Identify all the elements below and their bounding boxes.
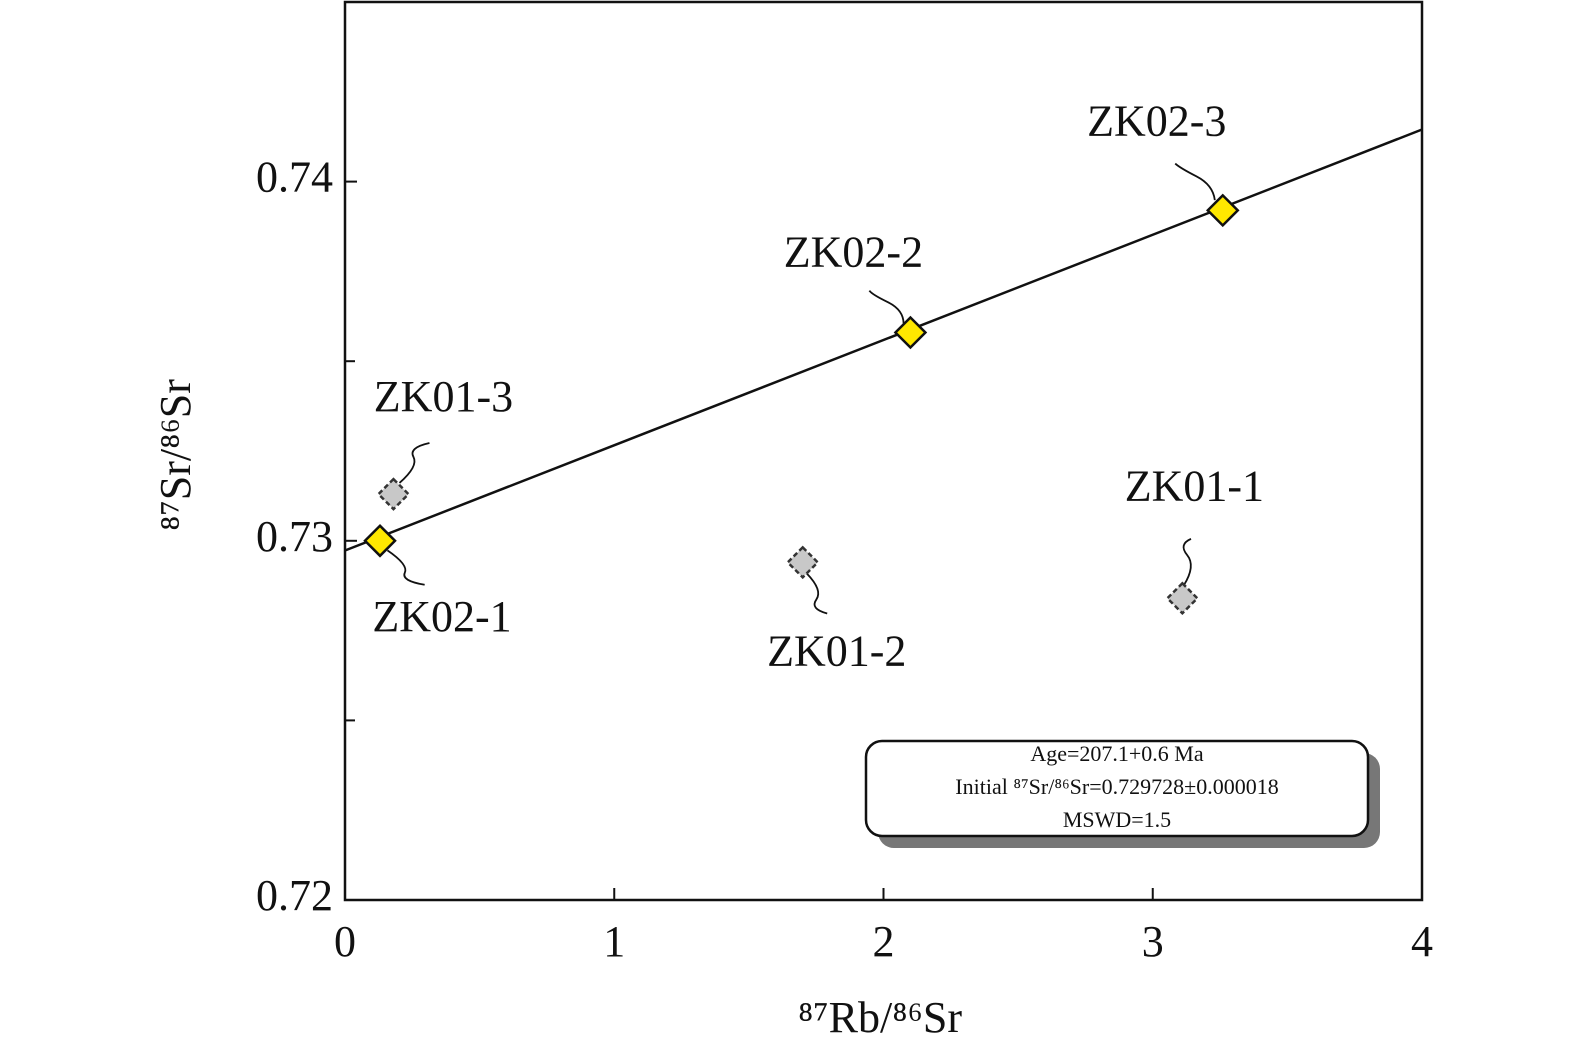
leader-line [868,290,905,324]
x-axis-label: ⁸⁷Rb/⁸⁶Sr [798,993,962,1042]
isochron-line [344,128,1423,552]
point-label: ZK01-2 [767,626,906,675]
point-label: ZK01-3 [374,372,513,421]
marker [376,477,411,511]
x-tick-label: 1 [603,917,625,966]
marker [1165,581,1200,616]
point-label: ZK02-2 [784,228,923,277]
y-tick-label: 0.72 [256,871,333,920]
marker [785,545,820,580]
annotation-text: MSWD=1.5 [1063,807,1171,832]
x-tick-label: 3 [1142,917,1164,966]
marker [363,524,397,558]
marker [893,315,928,350]
annotation-text: Age=207.1+0.6 Ma [1030,741,1204,766]
y-tick-label: 0.73 [256,512,333,561]
leader-line [1174,162,1216,201]
y-axis-label: ⁸⁷Sr/⁸⁶Sr [151,379,200,531]
marker [1205,193,1240,228]
leader-line [806,572,828,615]
leader-line [386,549,425,586]
point-label: ZK01-1 [1125,461,1264,510]
point-label: ZK02-1 [372,592,511,641]
x-tick-label: 2 [873,917,895,966]
point-label: ZK02-3 [1087,96,1226,145]
annotation-box [864,739,1370,838]
y-tick-label: 0.74 [256,153,333,202]
leader-line [1182,538,1192,586]
leader-line [398,442,430,484]
annotation-text: Initial ⁸⁷Sr/⁸⁶Sr=0.729728±0.000018 [955,774,1278,799]
x-tick-label: 4 [1411,917,1433,966]
x-tick-label: 0 [334,917,356,966]
